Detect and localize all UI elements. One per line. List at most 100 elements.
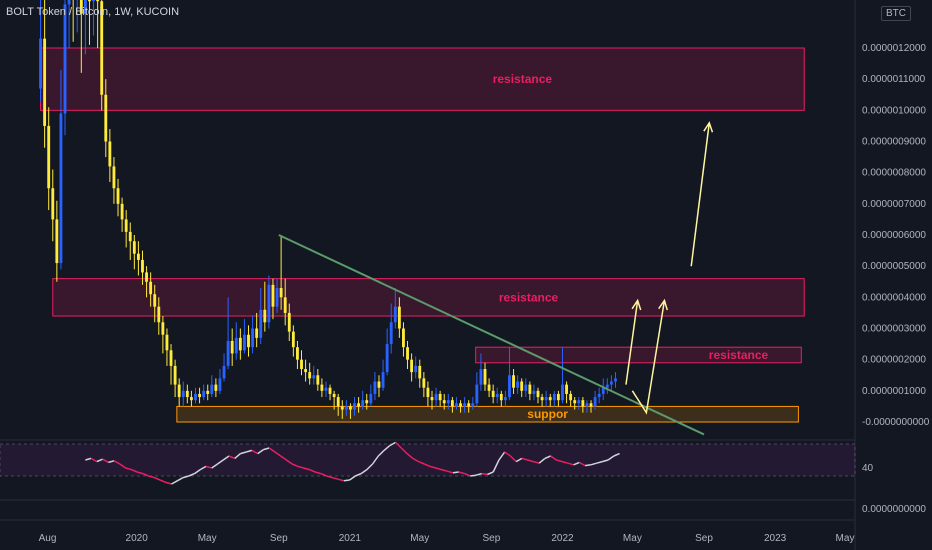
candle-body [320,384,324,391]
candle-body [234,337,238,354]
candle-body [540,397,544,401]
candle-body [312,375,316,379]
candle-body [230,340,234,354]
candle-body [96,0,100,2]
rsi-segment [504,451,511,457]
candle-body [304,369,308,373]
rsi-segment [337,478,345,482]
candle-body [520,381,524,391]
candle-body [226,340,230,366]
candle-body [279,287,283,298]
candle-body [377,381,381,388]
rsi-segment [148,475,155,479]
candle-body [373,381,377,394]
rsi-segment [509,455,517,463]
candle-body [55,219,59,264]
candle-body [161,322,165,335]
candle-body [357,403,361,407]
candle-body [393,306,397,323]
candle-body [194,393,197,401]
rsi-segment [464,472,471,477]
candle-body [218,378,222,391]
rsi-segment [550,455,557,461]
candle-body [556,393,560,401]
rsi-segment [521,457,528,461]
candle-body [149,281,153,295]
x-tick-label: Aug [39,533,57,544]
rsi-segment [217,459,224,465]
candle-body [455,403,458,407]
rsi-segment [165,481,172,485]
candle-body [185,390,189,398]
candle-body [51,188,55,220]
candle-body [259,309,263,338]
candle-body [381,372,385,388]
rsi-segment [567,462,574,466]
x-tick-label: May [198,533,217,544]
candle-body [157,306,161,323]
rsi-segment [142,472,149,477]
x-tick-label: 2022 [551,533,574,544]
candle-body [206,390,210,394]
rsi-segment [561,460,569,464]
rsi-segment [412,457,419,463]
candle-body [552,393,556,401]
candle-body [605,384,609,388]
rsi-segment [395,441,402,449]
rsi-segment [423,463,431,468]
candle-body [524,384,528,391]
candle-body [573,400,577,404]
candle-body [296,347,299,360]
rsi-segment [366,463,374,471]
zone-box [475,346,802,364]
currency-badge[interactable]: BTC [881,6,911,21]
rsi-segment [487,471,494,476]
candle-body [153,294,157,307]
rsi-segment [234,453,241,459]
rsi-segment [452,471,459,474]
x-tick-label: 2023 [764,533,787,544]
rsi-segment [613,452,620,457]
time-axis[interactable]: Aug 2020 May Sep 2021 May Sep 2022 May Sep 2023 May [39,533,855,544]
candle-body [548,397,552,401]
candle-body [300,359,303,370]
candle-body [532,390,536,394]
candle-body [67,0,71,5]
rsi-segment [573,461,580,466]
y-tick-label: 0.0000008000 [862,168,926,179]
candle-body [247,334,250,348]
candle-body [173,365,177,385]
candle-body [124,219,128,232]
candle-body [59,113,63,264]
candle-body [255,328,259,338]
candle-body [210,384,214,394]
candle-body [291,331,295,348]
candle-body [434,393,438,401]
candle-body [442,400,446,404]
zone-box [52,278,805,317]
candle-body [316,375,320,385]
rsi-segment [222,455,230,461]
y-tick-label: -0.0000000000 [862,417,930,428]
rsi-segment [475,472,482,476]
candle-body [92,0,95,2]
rsi-segment [326,475,333,479]
rsi-segment [113,460,121,465]
rsi-segment [371,455,379,465]
candle-body [108,141,112,167]
candle-body [271,284,275,307]
price-axis[interactable]: 0.0000012000 0.0000011000 0.0000010000 0.00… [855,0,932,515]
rsi-segment [228,455,236,460]
candle-body [426,387,430,398]
candle-body [503,397,507,401]
symbol-legend[interactable]: BOLT Token / Bitcoin, 1W, KUCOIN [6,6,180,18]
projection-arrow-line [625,300,639,385]
rsi-segment [355,472,362,477]
rsi-segment [188,472,195,477]
candles [39,0,617,419]
rsi-segment [96,458,103,463]
y-tick-label: 0.0000006000 [862,230,926,241]
rsi-segment [314,471,322,475]
